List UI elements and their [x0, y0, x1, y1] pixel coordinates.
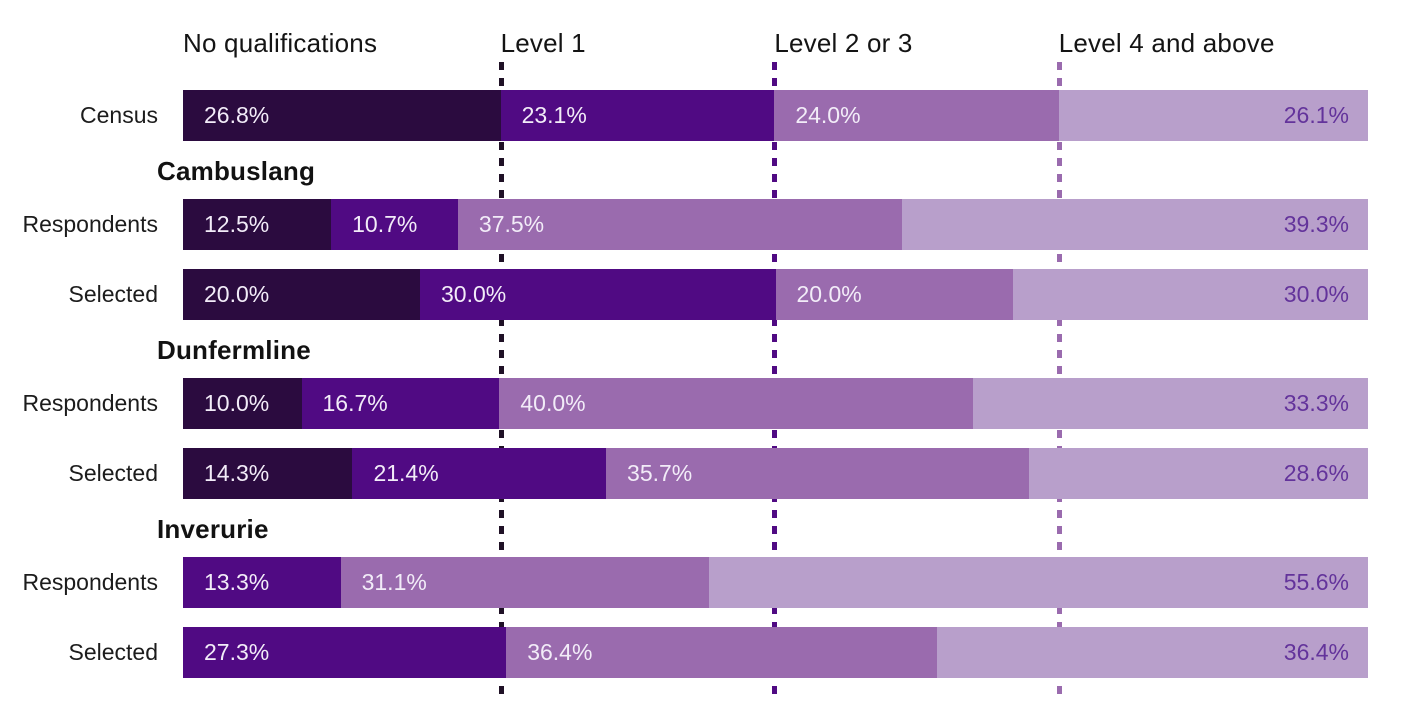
bar-segment: 40.0%	[499, 378, 974, 429]
stacked-bar: 12.5% 10.7% 37.5% 39.3%	[183, 199, 1368, 250]
bar-row: Selected 14.3% 21.4% 35.7% 28.6%	[0, 448, 1421, 499]
bar-segment: 35.7%	[606, 448, 1030, 499]
group-header-label: Inverurie	[157, 514, 269, 544]
group-row: Cambuslang	[0, 155, 1421, 188]
bar-segment: 10.7%	[331, 199, 458, 250]
group-row: Inverurie	[0, 513, 1421, 546]
bar-segment: 23.1%	[500, 90, 775, 141]
bar-segment: 30.0%	[420, 269, 776, 320]
bar-segment: 12.5%	[183, 199, 332, 250]
bar-row: Respondents 13.3% 31.1% 55.6%	[0, 557, 1421, 608]
row-label: Respondents	[22, 569, 158, 595]
segment-value-label: 12.5%	[204, 211, 270, 237]
bar-segment: 21.4%	[352, 448, 607, 499]
group-header-label: Dunfermline	[157, 335, 311, 365]
bar-segment: 28.6%	[1029, 448, 1368, 499]
segment-value-label: 14.3%	[204, 460, 270, 486]
bar-segment: 36.4%	[506, 627, 938, 678]
bar-segment: 36.4%	[937, 627, 1368, 678]
segment-value-label: 20.0%	[796, 281, 862, 307]
row-label: Selected	[68, 281, 158, 307]
stacked-bar: 14.3% 21.4% 35.7% 28.6%	[183, 448, 1368, 499]
bar-segment: 39.3%	[902, 199, 1368, 250]
category-header: Level 4 and above	[1058, 28, 1275, 58]
category-header: Level 1	[500, 28, 586, 58]
segment-value-label: 23.1%	[521, 102, 587, 128]
bar-segment: 24.0%	[774, 90, 1059, 141]
group-header-label: Cambuslang	[157, 156, 316, 186]
segment-value-label: 16.7%	[322, 390, 388, 416]
segment-value-label: 26.8%	[204, 102, 270, 128]
chart-rows: Census 26.8% 23.1% 24.0% 26.1% Cambuslang Resp…	[0, 90, 1421, 697]
bar-segment: 16.7%	[301, 378, 500, 429]
segment-value-label: 30.0%	[1283, 281, 1349, 307]
bar-segment: 31.1%	[340, 557, 710, 608]
segment-value-label: 39.3%	[1283, 211, 1349, 237]
segment-value-label: 55.6%	[1283, 569, 1349, 595]
bar-segment: 10.0%	[183, 378, 302, 429]
stacked-bar: 13.3% 31.1% 55.6%	[183, 557, 1368, 608]
stacked-bar: 27.3% 36.4% 36.4%	[183, 627, 1368, 678]
segment-value-label: 36.4%	[1283, 639, 1349, 665]
bar-segment: 30.0%	[1012, 269, 1368, 320]
bar-segment: 14.3%	[183, 448, 353, 499]
bar-segment: 26.1%	[1058, 90, 1368, 141]
segment-value-label: 28.6%	[1283, 460, 1349, 486]
stacked-bar: 10.0% 16.7% 40.0% 33.3%	[183, 378, 1368, 429]
segment-value-label: 10.7%	[352, 211, 418, 237]
segment-value-label: 24.0%	[795, 102, 861, 128]
segment-value-label: 33.3%	[1283, 390, 1349, 416]
bar-segment: 27.3%	[183, 627, 507, 678]
bar-segment: 55.6%	[709, 557, 1368, 608]
bar-segment: 20.0%	[183, 269, 420, 320]
bar-segment: 20.0%	[775, 269, 1013, 320]
segment-value-label: 21.4%	[373, 460, 439, 486]
segment-value-label: 10.0%	[204, 390, 270, 416]
segment-value-label: 30.0%	[441, 281, 507, 307]
row-label: Respondents	[22, 390, 158, 416]
group-row: Dunfermline	[0, 334, 1421, 367]
stacked-bar: 26.8% 23.1% 24.0% 26.1%	[183, 90, 1368, 141]
segment-value-label: 31.1%	[361, 569, 427, 595]
stacked-bar: 20.0% 30.0% 20.0% 30.0%	[183, 269, 1368, 320]
segment-value-label: 20.0%	[204, 281, 270, 307]
segment-value-label: 26.1%	[1283, 102, 1349, 128]
bar-segment: 37.5%	[457, 199, 903, 250]
segment-value-label: 35.7%	[627, 460, 693, 486]
bar-row: Selected 27.3% 36.4% 36.4%	[0, 627, 1421, 678]
bar-segment: 26.8%	[183, 90, 501, 141]
row-label: Selected	[68, 639, 158, 665]
row-label: Census	[80, 102, 158, 128]
bar-row: Respondents 10.0% 16.7% 40.0% 33.3%	[0, 378, 1421, 429]
segment-value-label: 40.0%	[520, 390, 586, 416]
category-header: Level 2 or 3	[774, 28, 913, 58]
segment-value-label: 36.4%	[527, 639, 593, 665]
row-label: Selected	[68, 460, 158, 486]
bar-row: Respondents 12.5% 10.7% 37.5% 39.3%	[0, 199, 1421, 250]
segment-value-label: 37.5%	[478, 211, 545, 237]
bar-row: Census 26.8% 23.1% 24.0% 26.1%	[0, 90, 1421, 141]
segment-value-label: 13.3%	[204, 569, 270, 595]
category-header: No qualifications	[183, 28, 378, 58]
segment-value-label: 27.3%	[204, 639, 270, 665]
row-label: Respondents	[22, 211, 158, 237]
bar-segment: 33.3%	[973, 378, 1368, 429]
bar-row: Selected 20.0% 30.0% 20.0% 30.0%	[0, 269, 1421, 320]
bar-segment: 13.3%	[183, 557, 341, 608]
